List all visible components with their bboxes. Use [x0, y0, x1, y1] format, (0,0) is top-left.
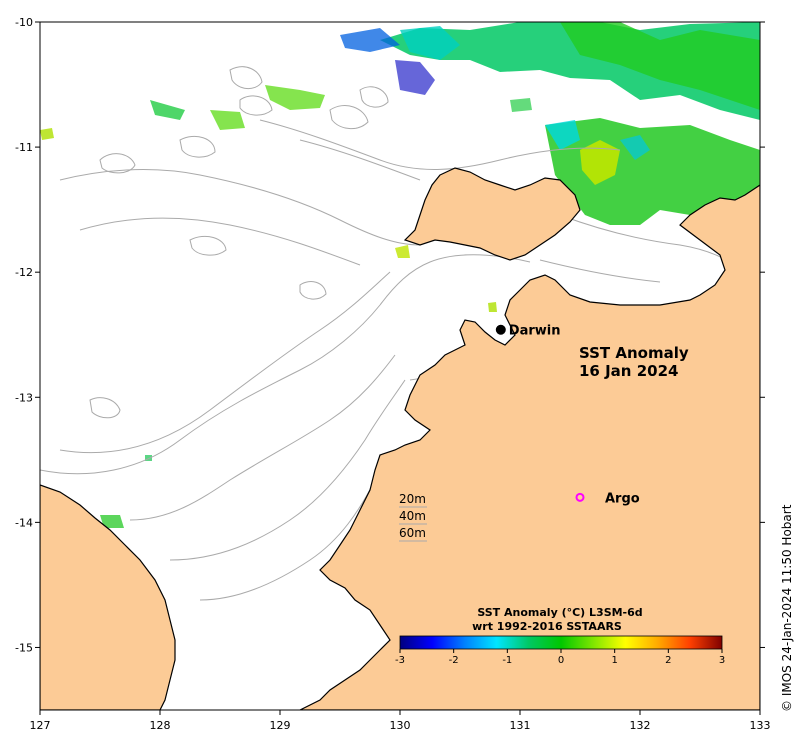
x-tick-label: 129 — [270, 719, 291, 732]
land-masses — [40, 167, 760, 710]
x-tick-label: 133 — [750, 719, 771, 732]
colorbar-ticks: -3 -2 -1 0 1 2 3 — [395, 649, 725, 666]
depth-20m-label: 20m — [399, 492, 426, 506]
x-axis: 127 128 129 130 131 132 133 — [30, 710, 771, 732]
bathymetry-contours — [40, 66, 741, 601]
y-tick-label: -14 — [15, 516, 33, 529]
argo-float-marker[interactable] — [575, 492, 585, 502]
map-title-line2: 16 Jan 2024 — [579, 362, 678, 380]
colorbar-tick-label: 3 — [719, 655, 725, 666]
credit-text: © IMOS 24-Jan-2024 11:50 Hobart — [780, 504, 794, 712]
colorbar-title-line1: SST Anomaly (°C) L3SM-6d — [477, 606, 642, 619]
argo-label: Argo — [605, 491, 640, 506]
y-axis: -10 -11 -12 -13 -14 -15 — [15, 16, 765, 654]
x-tick-label: 131 — [510, 719, 531, 732]
darwin-label: Darwin — [509, 324, 561, 339]
x-tick-label: 127 — [30, 719, 51, 732]
depth-40m-label: 40m — [399, 509, 426, 523]
y-tick-label: -11 — [15, 141, 33, 154]
map-title-line1: SST Anomaly — [579, 344, 689, 362]
colorbar-tick-label: 2 — [665, 655, 671, 666]
y-tick-label: -15 — [15, 641, 33, 654]
x-tick-label: 130 — [390, 719, 411, 732]
depth-legend: 20m 40m 60m — [399, 492, 427, 542]
x-tick-label: 132 — [630, 719, 651, 732]
darwin-marker[interactable] — [495, 324, 506, 335]
colorbar-scale — [399, 635, 723, 650]
y-tick-label: -13 — [15, 391, 33, 404]
x-tick-label: 128 — [150, 719, 171, 732]
depth-60m-label: 60m — [399, 526, 426, 540]
colorbar-title-line2: wrt 1992-2016 SSTAARS — [472, 620, 622, 633]
y-tick-label: -12 — [15, 266, 33, 279]
sst-anomaly-pixels — [40, 22, 760, 528]
colorbar-tick-label: 0 — [558, 655, 564, 666]
colorbar-tick-label: -3 — [395, 655, 405, 666]
colorbar-tick-label: -2 — [449, 655, 459, 666]
y-tick-label: -10 — [15, 16, 33, 29]
colorbar-tick-label: 1 — [611, 655, 617, 666]
colorbar-tick-label: -1 — [502, 655, 512, 666]
colorbar: SST Anomaly (°C) L3SM-6d wrt 1992-2016 S… — [395, 606, 725, 666]
